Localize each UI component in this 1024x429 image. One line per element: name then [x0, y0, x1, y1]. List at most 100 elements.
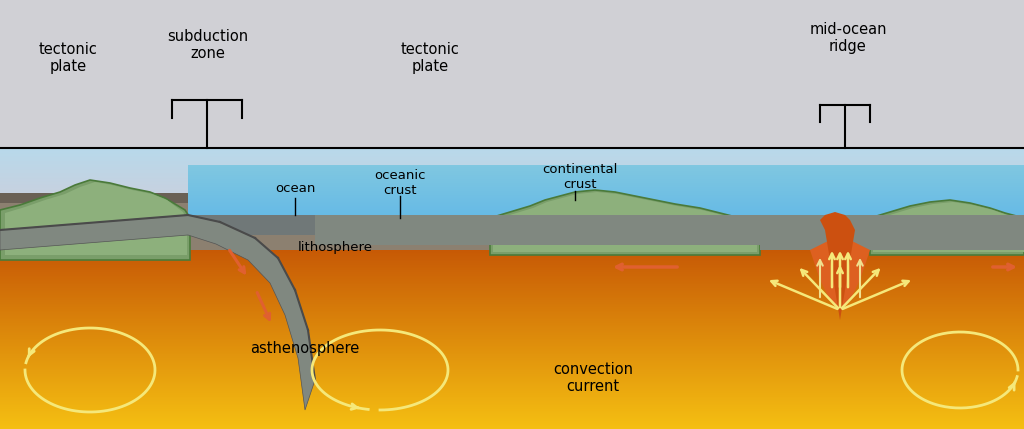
Bar: [0, 162, 1024, 163]
Bar: [0, 371, 1024, 372]
Bar: [0, 213, 1024, 214]
Bar: [0, 359, 1024, 360]
Text: tectonic
plate: tectonic plate: [400, 42, 460, 74]
Bar: [0, 282, 1024, 283]
Bar: [0, 421, 1024, 422]
Bar: [0, 280, 1024, 281]
Bar: [0, 331, 1024, 332]
Bar: [188, 186, 1024, 187]
Bar: [0, 189, 1024, 190]
Polygon shape: [315, 215, 1024, 245]
Bar: [0, 240, 1024, 241]
Bar: [0, 169, 1024, 170]
Bar: [0, 188, 1024, 189]
Polygon shape: [810, 235, 870, 310]
Bar: [188, 184, 1024, 185]
Bar: [0, 215, 1024, 216]
Bar: [188, 202, 1024, 203]
Bar: [0, 176, 1024, 177]
Bar: [0, 384, 1024, 385]
Bar: [188, 204, 1024, 205]
Bar: [0, 195, 1024, 196]
Bar: [0, 346, 1024, 347]
Bar: [188, 213, 1024, 214]
Bar: [188, 178, 1024, 179]
Bar: [0, 171, 1024, 172]
Bar: [0, 160, 1024, 161]
Bar: [0, 265, 1024, 266]
Bar: [0, 308, 1024, 309]
Bar: [0, 363, 1024, 364]
Bar: [0, 328, 1024, 329]
Bar: [0, 403, 1024, 404]
Bar: [0, 356, 1024, 357]
Polygon shape: [5, 182, 187, 255]
Bar: [0, 203, 1024, 250]
Polygon shape: [0, 180, 190, 260]
Bar: [0, 393, 1024, 394]
Bar: [0, 168, 1024, 169]
Text: subduction
zone: subduction zone: [168, 29, 249, 61]
Polygon shape: [490, 190, 760, 255]
Bar: [0, 367, 1024, 368]
Text: convection
current: convection current: [553, 362, 633, 394]
Bar: [0, 348, 1024, 349]
Bar: [0, 312, 1024, 313]
Bar: [0, 218, 1024, 219]
Bar: [0, 354, 1024, 355]
Bar: [0, 260, 1024, 261]
Bar: [0, 252, 1024, 253]
Bar: [0, 231, 1024, 232]
Bar: [0, 419, 1024, 420]
Bar: [0, 153, 1024, 154]
Bar: [0, 375, 1024, 376]
Polygon shape: [870, 200, 1024, 255]
Bar: [0, 374, 1024, 375]
Bar: [0, 377, 1024, 378]
Bar: [0, 267, 1024, 268]
Bar: [0, 349, 1024, 350]
Bar: [0, 364, 1024, 365]
Bar: [0, 295, 1024, 296]
Bar: [188, 190, 1024, 191]
Bar: [0, 237, 1024, 238]
Bar: [0, 362, 1024, 363]
Bar: [0, 173, 1024, 174]
Bar: [188, 188, 1024, 189]
Bar: [0, 270, 1024, 271]
Bar: [188, 214, 1024, 215]
Bar: [0, 305, 1024, 306]
Bar: [0, 317, 1024, 318]
Bar: [0, 206, 1024, 207]
Bar: [0, 271, 1024, 272]
Bar: [0, 257, 1024, 258]
Polygon shape: [188, 215, 1024, 235]
Bar: [0, 199, 1024, 200]
Bar: [0, 412, 1024, 413]
Bar: [0, 290, 1024, 291]
Bar: [0, 150, 1024, 151]
Bar: [0, 204, 1024, 205]
Bar: [0, 148, 1024, 149]
Bar: [188, 207, 1024, 208]
Bar: [0, 217, 1024, 218]
Bar: [0, 235, 1024, 236]
Bar: [188, 168, 1024, 169]
Bar: [0, 337, 1024, 338]
Bar: [188, 205, 1024, 206]
Polygon shape: [820, 212, 855, 320]
Bar: [188, 210, 1024, 211]
Bar: [0, 262, 1024, 263]
Bar: [0, 207, 1024, 208]
Bar: [0, 158, 1024, 159]
Bar: [0, 325, 1024, 326]
Bar: [0, 386, 1024, 387]
Bar: [0, 254, 1024, 255]
Bar: [0, 406, 1024, 407]
Bar: [0, 209, 1024, 210]
Bar: [0, 191, 1024, 192]
Bar: [0, 369, 1024, 370]
Bar: [0, 296, 1024, 297]
Bar: [0, 405, 1024, 406]
Bar: [0, 216, 1024, 217]
